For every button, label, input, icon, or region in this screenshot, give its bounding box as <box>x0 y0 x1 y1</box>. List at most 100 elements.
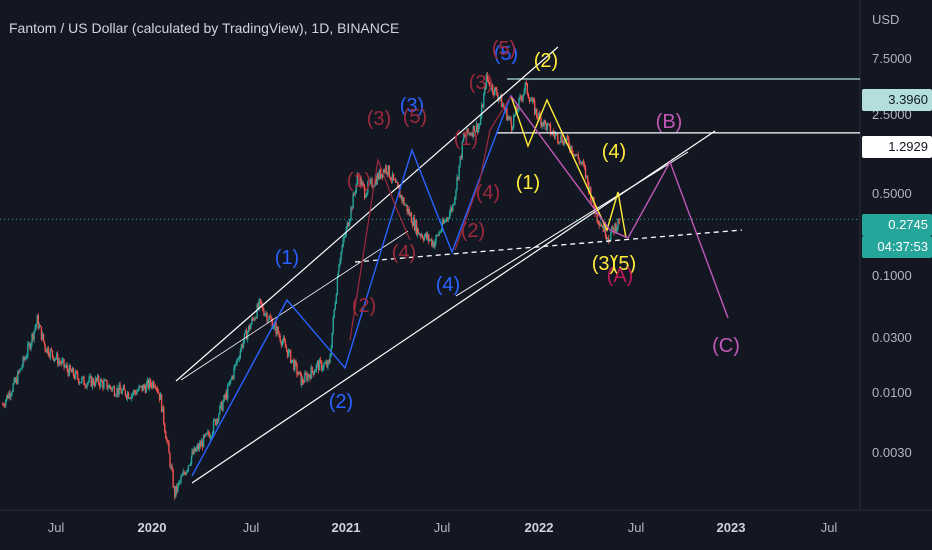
candle-body <box>161 406 164 412</box>
candle-body <box>585 175 588 178</box>
candle-body <box>418 233 420 235</box>
candle-body <box>125 395 128 399</box>
candle-body <box>71 368 74 373</box>
candle-body <box>199 443 202 447</box>
candle-body <box>101 379 103 382</box>
candle-body <box>603 224 606 232</box>
candle-body <box>207 431 209 434</box>
candle-body <box>361 182 363 187</box>
candle-body <box>588 182 590 193</box>
candle-body <box>460 156 462 159</box>
wave-label-blue: (2) <box>329 391 353 413</box>
candle-body <box>341 246 343 252</box>
candle-body <box>220 401 222 406</box>
candle-body <box>453 204 455 206</box>
candle-body <box>563 138 565 145</box>
candle-body <box>60 362 62 364</box>
candle-body <box>507 116 509 121</box>
candle-body <box>144 387 147 393</box>
candle-body <box>234 364 236 368</box>
candle-body <box>217 418 219 422</box>
candle-body <box>2 404 5 406</box>
candle-body <box>536 108 538 117</box>
candle-body <box>32 333 34 340</box>
candle-body <box>457 177 459 179</box>
wave-label-yellow: (2) <box>534 50 558 72</box>
candle-body <box>336 277 339 295</box>
candle-body <box>30 343 32 350</box>
candle-body <box>313 371 316 375</box>
candle-body <box>249 325 251 330</box>
candle-body <box>510 123 513 130</box>
candle-body <box>589 187 591 193</box>
price-level-high-label: 3.3960 <box>862 89 932 111</box>
candle-body <box>95 377 98 381</box>
candle-body <box>115 394 117 396</box>
candle-body <box>597 220 599 223</box>
candle-body <box>84 384 86 387</box>
candle-body <box>610 232 612 240</box>
candle-body <box>429 240 431 241</box>
candle-body <box>306 374 308 381</box>
candle-body <box>108 385 110 389</box>
candle-body <box>350 207 352 220</box>
price-level-mid-label: 1.2929 <box>862 136 932 158</box>
candle-body <box>126 392 129 399</box>
candle-body <box>494 87 496 95</box>
candle-body <box>475 123 478 131</box>
candle-body <box>164 423 166 432</box>
wave-label-yellow: (4) <box>602 141 626 163</box>
candle-body <box>195 448 197 452</box>
candle-body <box>275 322 277 334</box>
drawing-layer <box>0 46 860 484</box>
candle-body <box>549 124 552 134</box>
price-tick: 0.5000 <box>872 186 912 201</box>
candle-body <box>553 133 556 137</box>
candle-body <box>614 223 616 234</box>
candle-body <box>158 393 161 400</box>
candle-body <box>467 128 469 134</box>
candle-body <box>356 174 359 184</box>
candle-body <box>519 96 521 99</box>
candle-body <box>73 375 76 379</box>
candle-body <box>83 376 85 385</box>
candle-body <box>75 371 78 373</box>
candle-body <box>198 443 201 450</box>
candle-body <box>244 330 247 333</box>
candle-body <box>518 98 520 110</box>
candle-body <box>271 319 274 329</box>
candle-body <box>46 347 48 353</box>
yellow-wave-path <box>510 95 627 239</box>
candle-body <box>113 386 116 396</box>
support-dashed-line <box>354 229 743 263</box>
candle-body <box>431 239 433 246</box>
candle-body <box>401 195 403 202</box>
wave-label-dark-red: (4) <box>476 182 500 204</box>
candle-body <box>168 442 170 454</box>
candle-body <box>339 260 341 265</box>
candle-body <box>45 350 47 353</box>
candle-body <box>57 353 59 365</box>
price-scale-currency: USD <box>872 12 900 27</box>
candle-body <box>248 325 250 332</box>
candle-body <box>572 153 574 155</box>
candle-body <box>541 122 543 126</box>
candle-body <box>470 133 472 135</box>
candle-body <box>574 154 576 157</box>
candle-body <box>451 207 453 211</box>
candle-body <box>155 387 158 389</box>
candle-body <box>109 385 111 388</box>
candle-body <box>437 234 439 236</box>
candle-body <box>63 359 65 367</box>
candle-body <box>283 337 286 342</box>
candle-body <box>442 220 445 224</box>
price-tick: 0.1000 <box>872 268 912 283</box>
candle-body <box>311 366 313 372</box>
candle-body <box>20 368 22 370</box>
candle-body <box>583 163 586 168</box>
time-tick: 2021 <box>331 520 361 535</box>
candle-body <box>487 80 490 82</box>
candle-body <box>545 122 547 131</box>
candle-body <box>190 456 193 464</box>
